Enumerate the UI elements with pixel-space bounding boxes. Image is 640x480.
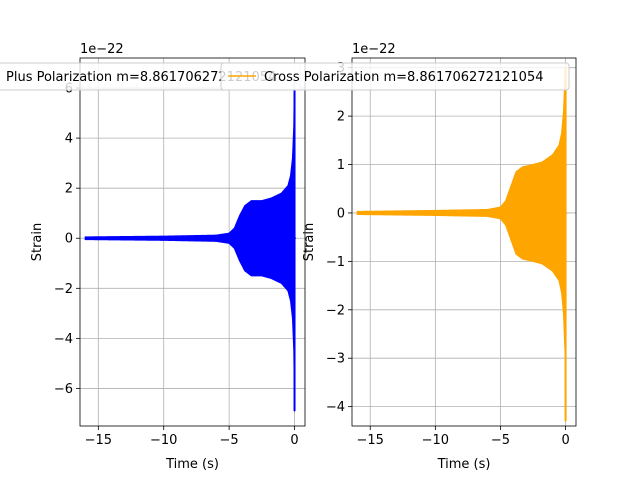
y-tick-label: −2 (54, 282, 73, 297)
y-axis-label: Strain (302, 223, 317, 262)
y-tick-label: −1 (326, 255, 345, 270)
legend: Cross Polarization m=8.861706272121054 (220, 62, 570, 91)
x-tick-label: −10 (422, 433, 449, 448)
y-tick-label: 2 (337, 110, 345, 125)
legend-box (220, 62, 570, 91)
x-ticks: −15 −10 −5 0 (85, 426, 299, 448)
y-ticks: −4−3−2−10123 (326, 61, 352, 415)
legend-label: Plus Polarization m=8.861706272121054 (6, 70, 276, 85)
y-axis-label: Strain (30, 223, 45, 262)
y-tick-label: 0 (337, 206, 345, 221)
series-plot (356, 67, 567, 422)
x-tick-label: −5 (491, 433, 510, 448)
x-tick-label: −5 (220, 433, 239, 448)
series-waveform (84, 72, 296, 412)
legend-label: Cross Polarization m=8.861706272121054 (264, 70, 543, 85)
y-tick-label: −4 (54, 332, 73, 347)
x-tick-label: −15 (357, 433, 384, 448)
x-tick-label: −15 (85, 433, 112, 448)
series-plot (84, 72, 296, 412)
y-tick-label: −3 (326, 352, 345, 367)
offset-text: 1e−22 (352, 42, 396, 57)
x-tick-label: −10 (150, 433, 177, 448)
y-ticks: −6−4−20246 (54, 82, 80, 397)
series-waveform (356, 67, 567, 422)
axes-frame (351, 57, 577, 427)
x-tick-label: 0 (290, 433, 298, 448)
x-tick-label: 0 (561, 433, 569, 448)
y-tick-label: 4 (65, 132, 73, 147)
y-tick-label: −4 (326, 400, 345, 415)
x-axis-label: Time (s) (165, 457, 219, 472)
cross-polarization-chart: −15−10−50 −4−3−2−10123 1e−22 Time (s) St… (220, 42, 577, 472)
x-ticks: −15 −10 −5 0 (357, 426, 570, 448)
y-tick-label: 2 (65, 182, 73, 197)
y-tick-label: −6 (54, 382, 73, 397)
y-tick-label: −2 (326, 303, 345, 318)
plus-polarization-chart: −15−10−50 −6−4−20246 1e−22 Time (s) Stra… (0, 42, 306, 472)
x-axis-label: Time (s) (437, 457, 491, 472)
y-tick-label: 0 (65, 232, 73, 247)
axes-frame (79, 57, 306, 427)
y-tick-label: 1 (337, 158, 345, 173)
offset-text: 1e−22 (80, 42, 124, 57)
